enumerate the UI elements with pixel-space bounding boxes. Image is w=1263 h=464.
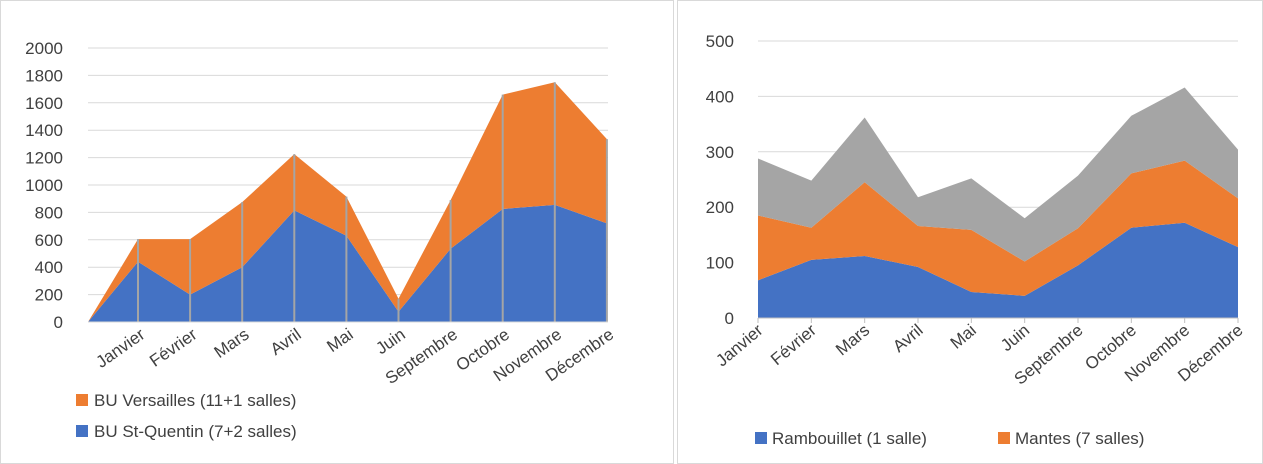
- legend-item-rambouillet: Rambouillet (1 salle): [772, 429, 927, 448]
- y-tick-label: 1400: [25, 121, 63, 140]
- y-tick-label: 1800: [25, 66, 63, 85]
- x-tick-label: Février: [767, 320, 820, 369]
- legend-swatch: [998, 432, 1010, 444]
- x-tick-label: Mai: [323, 325, 356, 356]
- y-tick-label: 2000: [25, 39, 63, 58]
- legend-swatch: [755, 432, 767, 444]
- area-series-bu-st-quentin: [88, 204, 607, 322]
- y-tick-label: 300: [706, 143, 734, 162]
- x-tick-label: Juin: [372, 325, 408, 358]
- x-tick-label: Juin: [997, 321, 1033, 356]
- y-tick-label: 0: [54, 313, 63, 332]
- y-tick-label: 1000: [25, 176, 63, 195]
- chart-panel-right: 0 100 200 300 400 500 Janvier Février Mars Avril M…: [677, 0, 1263, 464]
- x-tick-label: Mai: [947, 321, 980, 353]
- chart-panel-left: 0 200 400 600 800 1000 1200 1400 1600 1800 2000 Jan…: [0, 0, 674, 464]
- area-series-bu-versailles: [88, 82, 607, 322]
- y-tick-label: 1600: [25, 94, 63, 113]
- area-series-third: [758, 87, 1238, 262]
- y-tick-label: 500: [706, 32, 734, 51]
- legend-swatch: [76, 425, 88, 437]
- y-tick-label: 1200: [25, 149, 63, 168]
- x-tick-label: Mars: [832, 321, 873, 360]
- legend-item-bu-st-quentin: BU St-Quentin (7+2 salles): [94, 422, 297, 441]
- chart-left-svg: 0 200 400 600 800 1000 1200 1400 1600 1800 2000 Jan…: [25, 39, 617, 441]
- chart-right-svg: 0 100 200 300 400 500 Janvier Février Mars Avril M…: [706, 32, 1247, 448]
- y-tick-label: 100: [706, 254, 734, 273]
- y-tick-label: 200: [706, 198, 734, 217]
- y-tick-label: 0: [725, 309, 734, 328]
- y-tick-label: 200: [35, 286, 63, 305]
- x-tick-label: Janvier: [712, 320, 766, 370]
- legend-swatch: [76, 394, 88, 406]
- y-tick-label: 800: [35, 203, 63, 222]
- area-series-rambouillet: [758, 222, 1238, 318]
- legend-item-mantes: Mantes (7 salles): [1015, 429, 1144, 448]
- x-tick-label: Avril: [267, 325, 305, 359]
- x-tick-label: Février: [146, 325, 201, 371]
- area-series-mantes: [758, 160, 1238, 296]
- x-tick-label: Mars: [211, 325, 253, 362]
- y-tick-label: 400: [706, 87, 734, 106]
- x-tick-label: Avril: [889, 321, 926, 357]
- x-tick-label: Janvier: [92, 325, 148, 372]
- y-tick-label: 400: [35, 258, 63, 277]
- y-tick-label: 600: [35, 231, 63, 250]
- legend-item-bu-versailles: BU Versailles (11+1 salles): [94, 391, 296, 410]
